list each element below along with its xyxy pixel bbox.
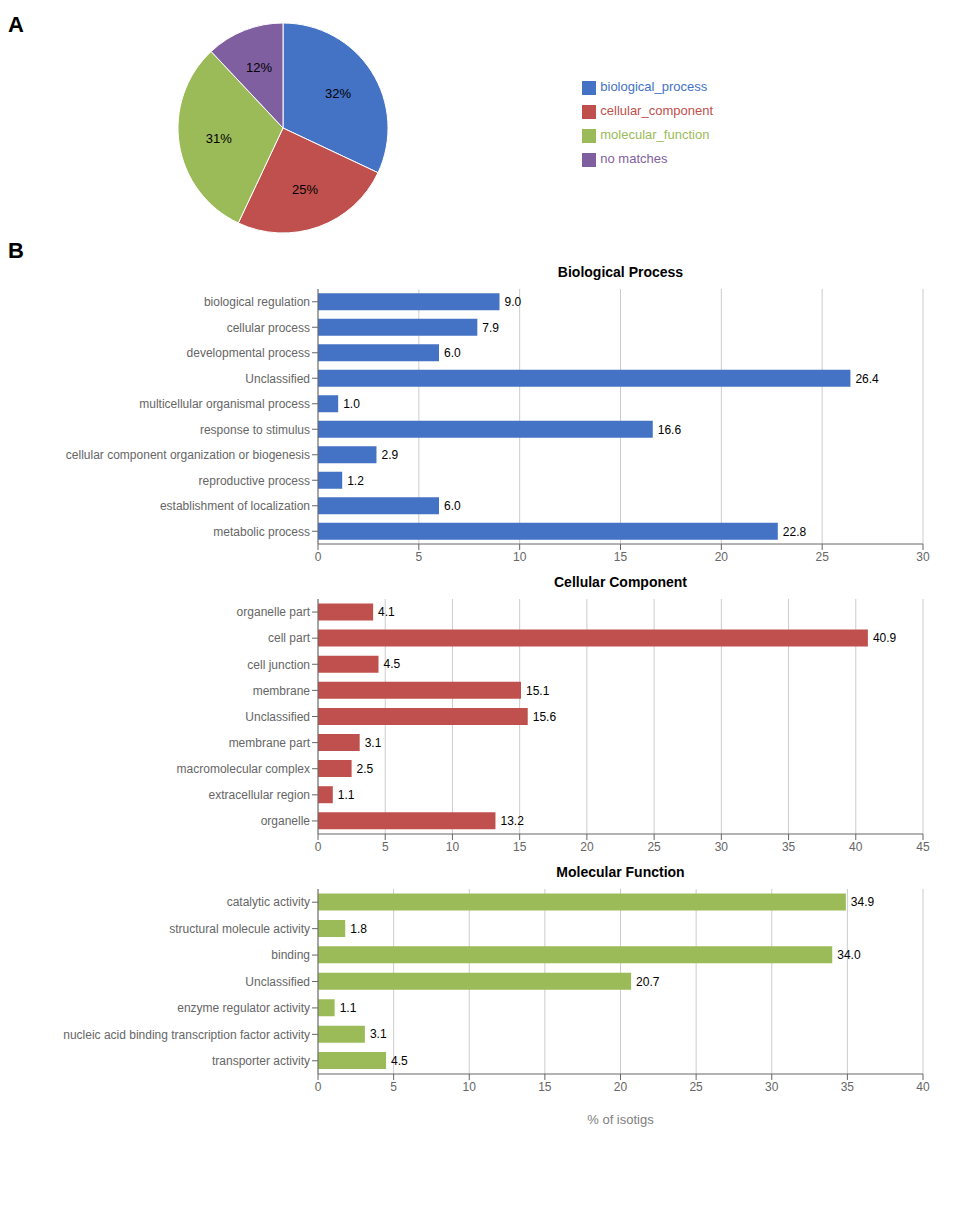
- svg-text:catalytic activity: catalytic activity: [227, 895, 310, 909]
- html-text:biological_process: biological_process: [600, 79, 708, 94]
- svg-text:1.2: 1.2: [347, 474, 364, 488]
- svg-text:1.0: 1.0: [343, 397, 360, 411]
- svg-text:5: 5: [382, 840, 389, 854]
- svg-text:metabolic process: metabolic process: [213, 525, 310, 539]
- html-text:Molecular Function: Molecular Function: [556, 864, 685, 880]
- svg-text:% of isotigs: % of isotigs: [587, 1112, 654, 1127]
- svg-text:response to stimulus: response to stimulus: [200, 423, 310, 437]
- svg-text:cellular process: cellular process: [227, 321, 310, 335]
- svg-text:cellular component organizatio: cellular component organization or bioge…: [66, 448, 310, 462]
- svg-text:26.4: 26.4: [855, 372, 879, 386]
- svg-text:organelle: organelle: [261, 814, 311, 828]
- svg-text:biological regulation: biological regulation: [204, 295, 310, 309]
- svg-text:10: 10: [446, 840, 460, 854]
- svg-text:40.9: 40.9: [873, 631, 897, 645]
- svg-text:macromolecular complex: macromolecular complex: [177, 762, 310, 776]
- svg-text:20.7: 20.7: [636, 975, 660, 989]
- html-text:Biological Process: Biological Process: [557, 264, 684, 280]
- svg-text:34.9: 34.9: [851, 895, 875, 909]
- svg-text:enzyme regulator activity: enzyme regulator activity: [177, 1001, 310, 1015]
- svg-text:15: 15: [513, 840, 527, 854]
- svg-text:0: 0: [315, 1080, 322, 1094]
- svg-text:35: 35: [782, 840, 796, 854]
- svg-text:7.9: 7.9: [482, 321, 499, 335]
- html-text:molecular_function: molecular_function: [600, 127, 710, 142]
- svg-text:4.5: 4.5: [384, 657, 401, 671]
- svg-text:25: 25: [647, 840, 661, 854]
- svg-text:20: 20: [715, 550, 729, 564]
- svg-text:cell junction: cell junction: [247, 658, 310, 672]
- svg-text:40: 40: [916, 1080, 930, 1094]
- svg-text:0: 0: [315, 840, 322, 854]
- svg-text:12%: 12%: [246, 60, 272, 75]
- svg-text:34.0: 34.0: [837, 948, 861, 962]
- svg-text:30: 30: [916, 550, 930, 564]
- svg-text:25: 25: [815, 550, 829, 564]
- svg-text:25: 25: [689, 1080, 703, 1094]
- svg-text:extracellular region: extracellular region: [209, 788, 310, 802]
- svg-text:1.1: 1.1: [338, 788, 355, 802]
- svg-text:0: 0: [315, 550, 322, 564]
- svg-text:Unclassified: Unclassified: [245, 975, 310, 989]
- svg-text:4.1: 4.1: [378, 605, 395, 619]
- svg-text:25%: 25%: [292, 182, 318, 197]
- svg-text:Unclassified: Unclassified: [245, 372, 310, 386]
- svg-text:40: 40: [849, 840, 863, 854]
- svg-text:10: 10: [513, 550, 527, 564]
- svg-text:30: 30: [765, 1080, 779, 1094]
- svg-text:structural molecule activity: structural molecule activity: [169, 922, 310, 936]
- html-text:cellular_component: cellular_component: [600, 103, 713, 118]
- svg-text:45: 45: [916, 840, 930, 854]
- svg-text:32%: 32%: [325, 86, 351, 101]
- svg-text:binding: binding: [271, 948, 310, 962]
- svg-text:22.8: 22.8: [783, 525, 807, 539]
- svg-text:6.0: 6.0: [444, 346, 461, 360]
- svg-text:16.6: 16.6: [658, 423, 682, 437]
- svg-text:membrane: membrane: [253, 684, 311, 698]
- svg-text:3.1: 3.1: [365, 736, 382, 750]
- svg-text:1.8: 1.8: [350, 922, 367, 936]
- svg-text:3.1: 3.1: [370, 1027, 387, 1041]
- svg-text:transporter activity: transporter activity: [212, 1054, 310, 1068]
- svg-text:20: 20: [580, 840, 594, 854]
- svg-text:31%: 31%: [206, 131, 232, 146]
- svg-text:9.0: 9.0: [505, 295, 522, 309]
- svg-text:35: 35: [841, 1080, 855, 1094]
- html-text:Cellular Component: Cellular Component: [554, 574, 687, 590]
- svg-text:developmental process: developmental process: [187, 346, 310, 360]
- svg-text:establishment of localization: establishment of localization: [160, 499, 310, 513]
- svg-text:nucleic acid binding transcrip: nucleic acid binding transcription facto…: [63, 1028, 310, 1042]
- svg-text:5: 5: [390, 1080, 397, 1094]
- html-text:B: B: [8, 238, 24, 263]
- svg-text:Unclassified: Unclassified: [245, 710, 310, 724]
- svg-text:10: 10: [463, 1080, 477, 1094]
- svg-text:15.1: 15.1: [526, 684, 550, 698]
- svg-text:5: 5: [415, 550, 422, 564]
- svg-text:30: 30: [715, 840, 729, 854]
- svg-text:13.2: 13.2: [500, 814, 524, 828]
- svg-text:2.5: 2.5: [357, 762, 374, 776]
- svg-text:reproductive process: reproductive process: [199, 474, 310, 488]
- svg-text:organelle part: organelle part: [237, 605, 311, 619]
- html-text:A: A: [8, 12, 24, 37]
- svg-text:4.5: 4.5: [391, 1054, 408, 1068]
- svg-text:6.0: 6.0: [444, 499, 461, 513]
- svg-text:20: 20: [614, 1080, 628, 1094]
- svg-text:cell part: cell part: [268, 631, 311, 645]
- svg-text:15.6: 15.6: [533, 710, 557, 724]
- svg-text:15: 15: [538, 1080, 552, 1094]
- svg-text:membrane part: membrane part: [229, 736, 311, 750]
- svg-text:2.9: 2.9: [381, 448, 398, 462]
- svg-text:15: 15: [614, 550, 628, 564]
- html-text:no matches: no matches: [600, 151, 668, 166]
- svg-text:multicellular organismal proce: multicellular organismal process: [139, 397, 310, 411]
- svg-text:1.1: 1.1: [340, 1001, 357, 1015]
